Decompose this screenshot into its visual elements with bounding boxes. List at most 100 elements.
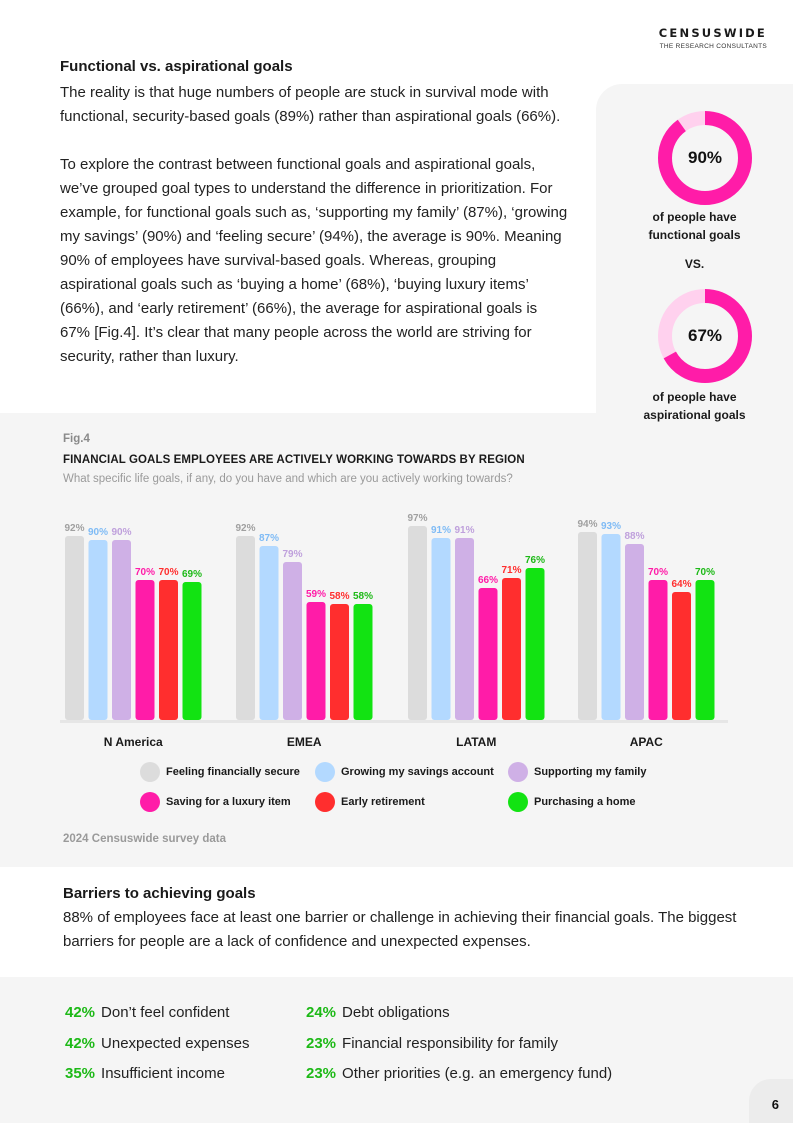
bar — [159, 580, 178, 720]
legend-item-purchasing-home: Purchasing a home — [508, 792, 635, 812]
bar-value-label: 90% — [88, 527, 108, 538]
bar — [625, 544, 644, 720]
bar-value-label: 76% — [525, 555, 545, 566]
functional-donut-fill — [658, 111, 752, 205]
bar — [525, 568, 545, 720]
legend-item-growing-savings: Growing my savings account — [315, 762, 494, 782]
barrier-label: Don’t feel confident — [101, 1004, 230, 1021]
legend-swatch-purchasing-home — [508, 792, 528, 812]
functional-caption-line-2: functional goals — [648, 228, 741, 242]
bar-value-label: 59% — [306, 589, 326, 600]
bar-value-label: 70% — [158, 567, 178, 578]
bar — [478, 588, 498, 720]
legend-swatch-early-retirement — [315, 792, 335, 812]
barrier-label: Financial responsibility for family — [342, 1035, 558, 1052]
legend-label-luxury-item: Saving for a luxury item — [166, 796, 291, 808]
functional-goals-caption: of people have functional goals — [596, 208, 793, 244]
legend-swatch-supporting-family — [508, 762, 528, 782]
barrier-label: Unexpected expenses — [101, 1035, 250, 1052]
bar-value-label: 88% — [624, 531, 644, 542]
bar-value-label: 71% — [501, 565, 521, 576]
barrier-percent: 24% — [306, 1004, 337, 1021]
functional-caption-line-1: of people have — [652, 210, 737, 224]
bar — [672, 592, 691, 720]
censuswide-logo: CENSUSWIDE THE RESEARCH CONSULTANTS — [659, 26, 767, 50]
bar — [306, 602, 326, 720]
chart-legend: Feeling financially secure Growing my sa… — [140, 762, 660, 814]
functional-goals-value: 90% — [687, 148, 723, 167]
legend-item-luxury-item: Saving for a luxury item — [140, 792, 291, 812]
functional-goals-donut: 90% — [655, 108, 755, 208]
legend-swatch-luxury-item — [140, 792, 160, 812]
bar — [330, 604, 349, 720]
figure-source: 2024 Censuswide survey data — [63, 833, 226, 845]
aspirational-donut-svg — [658, 289, 752, 383]
category-label: APAC — [630, 735, 663, 749]
barrier-label: Debt obligations — [342, 1004, 450, 1021]
bar — [182, 582, 202, 720]
page-number-tab — [749, 1079, 793, 1123]
legend-label-supporting-family: Supporting my family — [534, 766, 647, 778]
bar — [408, 526, 427, 720]
barrier-label: Other priorities (e.g. an emergency fund… — [342, 1065, 613, 1082]
barrier-item: 42% Don’t feel confident — [65, 1004, 229, 1021]
barrier-percent: 42% — [65, 1004, 96, 1021]
aspirational-donut-fill — [658, 289, 752, 383]
aspirational-goals-donut: 67% — [655, 286, 755, 386]
aspirational-goals-value: 67% — [687, 326, 723, 345]
bar-value-label: 70% — [648, 567, 668, 578]
bar — [65, 536, 84, 720]
bar-value-label: 94% — [577, 519, 597, 530]
barrier-item: 42% Unexpected expenses — [65, 1035, 249, 1052]
bar-value-label: 58% — [329, 591, 349, 602]
brand-name: CENSUSWIDE — [658, 26, 767, 40]
bar — [695, 580, 715, 720]
barriers-section: Barriers to achieving goals 88% of emplo… — [63, 885, 743, 954]
barrier-item: 23% Other priorities (e.g. an emergency f… — [306, 1065, 612, 1082]
bar-value-label: 93% — [601, 521, 621, 532]
bar — [648, 580, 668, 720]
bar-value-label: 90% — [111, 527, 131, 538]
barrier-label: Insufficient income — [101, 1065, 225, 1082]
category-label: EMEA — [287, 735, 322, 749]
barrier-item: 23% Financial responsibility for family — [306, 1035, 558, 1052]
bar — [601, 534, 621, 720]
aspirational-caption-line-2: aspirational goals — [643, 408, 746, 422]
page-number: 6 — [771, 1097, 779, 1112]
bar-value-label: 87% — [259, 533, 279, 544]
legend-label-purchasing-home: Purchasing a home — [534, 796, 636, 808]
bar — [112, 540, 131, 720]
bar — [502, 578, 521, 720]
bar-value-label: 97% — [407, 513, 427, 524]
bar — [135, 580, 155, 720]
donut-panel: 90% of people have functional goals VS. … — [596, 84, 793, 456]
legend-item-early-retirement: Early retirement — [315, 792, 425, 812]
brand-tagline: THE RESEARCH CONSULTANTS — [659, 43, 767, 50]
bar-value-label: 70% — [695, 567, 715, 578]
bar-value-label: 69% — [182, 569, 202, 580]
bar — [283, 562, 302, 720]
functional-donut-svg — [658, 111, 752, 205]
bar — [455, 538, 474, 720]
legend-label-feeling-secure: Feeling financially secure — [166, 766, 300, 778]
barrier-percent: 23% — [306, 1035, 337, 1052]
barrier-item: 35% Insufficient income — [65, 1065, 225, 1082]
barriers-text: 88% of employees face at least one barri… — [63, 909, 737, 950]
intro-heading: Functional vs. aspirational goals — [60, 58, 293, 75]
bar — [431, 538, 451, 720]
barriers-heading: Barriers to achieving goals — [63, 885, 256, 902]
intro-paragraph-2: To explore the contrast between function… — [60, 156, 568, 365]
barrier-item: 24% Debt obligations — [306, 1004, 450, 1021]
barrier-percent: 35% — [65, 1065, 96, 1082]
bar-value-label: 91% — [454, 525, 474, 536]
bar-value-label: 92% — [235, 523, 255, 534]
intro-section: Functional vs. aspirational goals The re… — [60, 58, 570, 369]
bar-value-label: 92% — [64, 523, 84, 534]
versus-label: VS. — [684, 257, 705, 271]
bar — [578, 532, 597, 720]
barriers-list-panel: 42% Don’t feel confident 42% Unexpected ex… — [0, 977, 793, 1123]
legend-label-early-retirement: Early retirement — [341, 796, 425, 808]
aspirational-caption-line-1: of people have — [652, 390, 737, 404]
chart-baseline — [60, 720, 728, 723]
intro-paragraph-1: The reality is that huge numbers of peop… — [60, 84, 561, 125]
